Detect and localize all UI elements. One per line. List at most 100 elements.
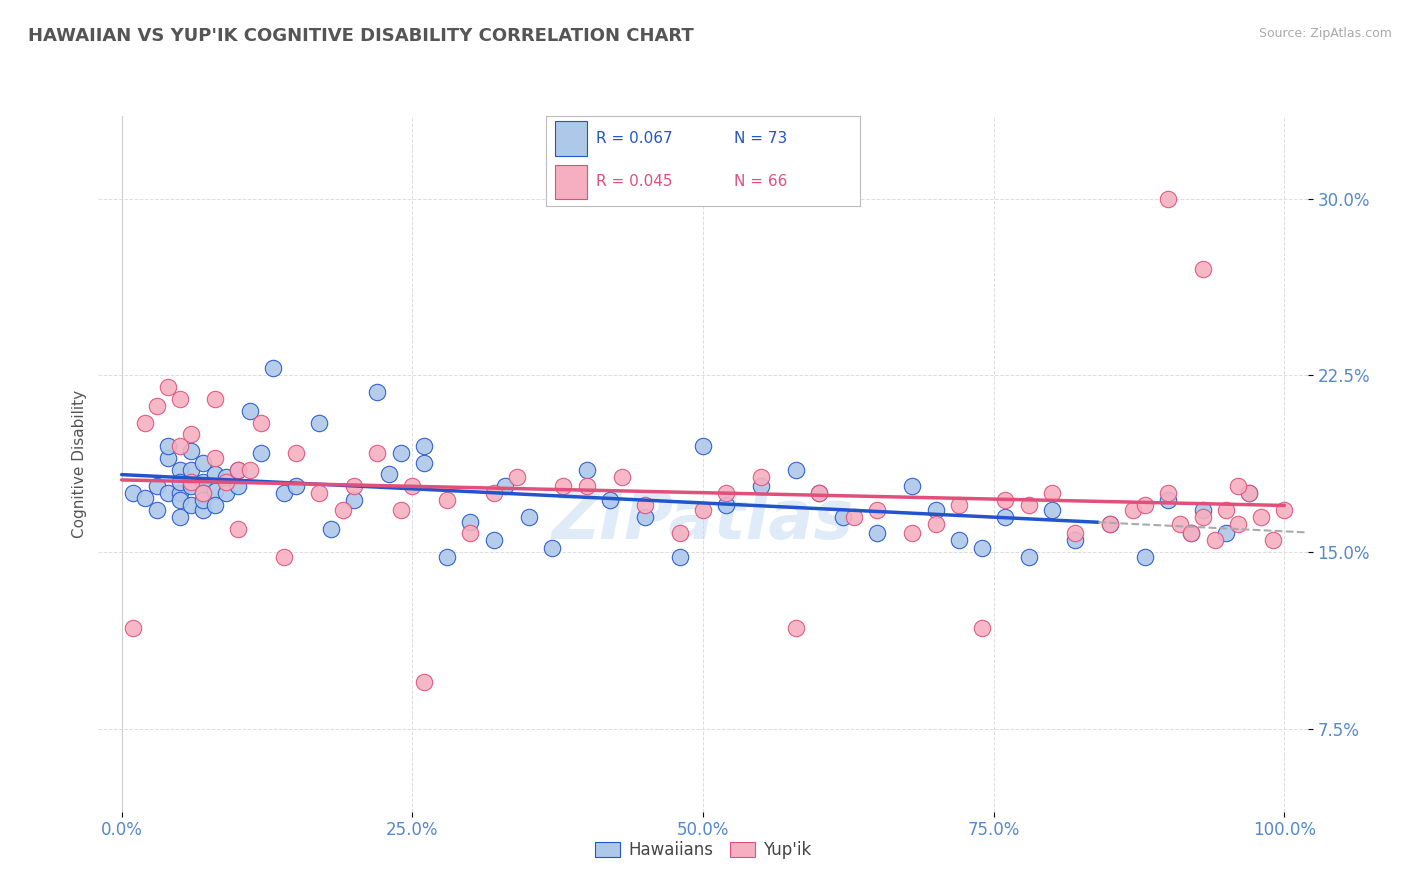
Point (191, 456, 214, 470)
Point (215, 475, 238, 489)
Point (180, 479, 202, 493)
Point (924, 516, 946, 531)
Point (1018, 549, 1040, 564)
Point (1018, 498, 1040, 512)
Point (204, 392, 226, 406)
Point (517, 509, 540, 524)
Point (575, 479, 598, 493)
Point (157, 380, 180, 394)
Point (389, 446, 412, 460)
Point (901, 526, 924, 541)
Point (169, 493, 191, 508)
Point (1192, 503, 1215, 517)
Point (250, 416, 273, 430)
Point (1239, 486, 1261, 500)
Point (1064, 533, 1087, 548)
Point (145, 399, 167, 413)
Point (343, 493, 366, 508)
Point (808, 486, 831, 500)
Point (1239, 486, 1261, 500)
Point (145, 503, 167, 517)
Point (460, 526, 482, 541)
Point (401, 479, 423, 493)
Point (145, 479, 167, 493)
Point (668, 526, 690, 541)
Point (319, 522, 342, 536)
Point (343, 479, 366, 493)
Point (366, 384, 388, 399)
Point (692, 439, 714, 453)
Point (716, 498, 738, 512)
Point (215, 486, 238, 500)
Point (1040, 503, 1063, 517)
Point (1261, 533, 1284, 548)
Point (332, 503, 354, 517)
Point (1157, 493, 1180, 508)
Point (506, 470, 529, 484)
Point (1157, 192, 1180, 206)
Point (749, 479, 772, 493)
Point (831, 509, 853, 524)
Point (553, 479, 575, 493)
Point (970, 621, 993, 635)
Point (1157, 486, 1180, 500)
Point (540, 541, 562, 555)
Point (436, 493, 458, 508)
Point (948, 498, 970, 512)
Point (610, 470, 633, 484)
Point (191, 503, 214, 517)
Point (460, 515, 482, 529)
Point (1168, 516, 1191, 531)
Point (994, 493, 1017, 508)
Point (180, 463, 202, 477)
Point (785, 463, 807, 477)
Point (1226, 479, 1249, 493)
Point (122, 486, 145, 500)
Point (866, 526, 889, 541)
Point (901, 479, 924, 493)
Point (169, 475, 191, 489)
Point (749, 470, 772, 484)
Point (1064, 526, 1087, 541)
Point (1204, 533, 1226, 548)
Point (482, 533, 505, 548)
Point (204, 498, 226, 512)
Point (157, 486, 180, 500)
Point (994, 509, 1017, 524)
Point (1215, 503, 1237, 517)
Point (494, 479, 516, 493)
Point (273, 486, 295, 500)
Point (1133, 549, 1156, 564)
Point (180, 498, 202, 512)
Point (308, 486, 330, 500)
Point (308, 416, 330, 430)
Legend: Hawaiians, Yup'ik: Hawaiians, Yup'ik (588, 835, 818, 866)
Point (1250, 509, 1272, 524)
Point (389, 503, 412, 517)
Point (226, 463, 249, 477)
Point (1180, 526, 1202, 541)
Point (1226, 516, 1249, 531)
Point (191, 486, 214, 500)
Point (204, 483, 226, 498)
Point (924, 503, 946, 517)
Point (285, 479, 308, 493)
Text: Source: ZipAtlas.com: Source: ZipAtlas.com (1258, 27, 1392, 40)
Text: HAWAIIAN VS YUP'IK COGNITIVE DISABILITY CORRELATION CHART: HAWAIIAN VS YUP'IK COGNITIVE DISABILITY … (28, 27, 695, 45)
Point (191, 475, 214, 489)
Point (692, 503, 714, 517)
Point (1098, 516, 1121, 531)
Point (273, 549, 295, 564)
Point (169, 509, 191, 524)
Point (250, 446, 273, 460)
Point (169, 486, 191, 500)
Point (226, 479, 249, 493)
Point (180, 427, 202, 442)
Point (239, 404, 262, 418)
Point (215, 470, 238, 484)
Point (634, 509, 657, 524)
Point (239, 463, 262, 477)
Point (134, 491, 156, 505)
Point (808, 486, 831, 500)
Point (157, 450, 180, 465)
